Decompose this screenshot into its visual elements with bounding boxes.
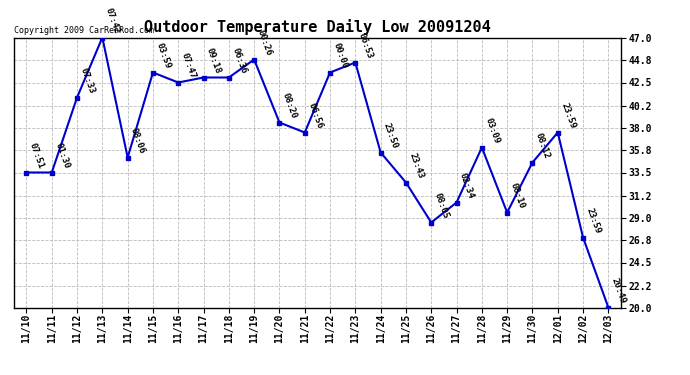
Text: 07:47: 07:47 <box>179 51 197 80</box>
Text: 08:10: 08:10 <box>509 182 526 210</box>
Text: 23:50: 23:50 <box>382 122 400 150</box>
Text: 03:59: 03:59 <box>155 41 172 70</box>
Text: 08:12: 08:12 <box>534 131 551 160</box>
Text: 06:53: 06:53 <box>357 32 375 60</box>
Text: 23:43: 23:43 <box>407 152 425 180</box>
Text: 00:26: 00:26 <box>255 28 273 57</box>
Text: 02:34: 02:34 <box>458 171 475 200</box>
Title: Outdoor Temperature Daily Low 20091204: Outdoor Temperature Daily Low 20091204 <box>144 19 491 35</box>
Text: 08:05: 08:05 <box>433 191 451 220</box>
Text: Copyright 2009 CarRenRod.com: Copyright 2009 CarRenRod.com <box>14 26 154 35</box>
Text: 08:20: 08:20 <box>281 92 299 120</box>
Text: 00:00: 00:00 <box>331 41 349 70</box>
Text: 09:18: 09:18 <box>205 46 223 75</box>
Text: 08:06: 08:06 <box>129 126 147 155</box>
Text: 06:36: 06:36 <box>230 46 248 75</box>
Text: 06:56: 06:56 <box>306 101 324 130</box>
Text: 23:59: 23:59 <box>559 101 577 130</box>
Text: 03:09: 03:09 <box>483 116 501 145</box>
Text: 07:51: 07:51 <box>28 141 46 170</box>
Text: 01:30: 01:30 <box>53 141 71 170</box>
Text: 20:49: 20:49 <box>610 276 627 305</box>
Text: 07:33: 07:33 <box>79 66 96 95</box>
Text: 23:59: 23:59 <box>584 206 602 235</box>
Text: 07:42: 07:42 <box>104 6 121 35</box>
